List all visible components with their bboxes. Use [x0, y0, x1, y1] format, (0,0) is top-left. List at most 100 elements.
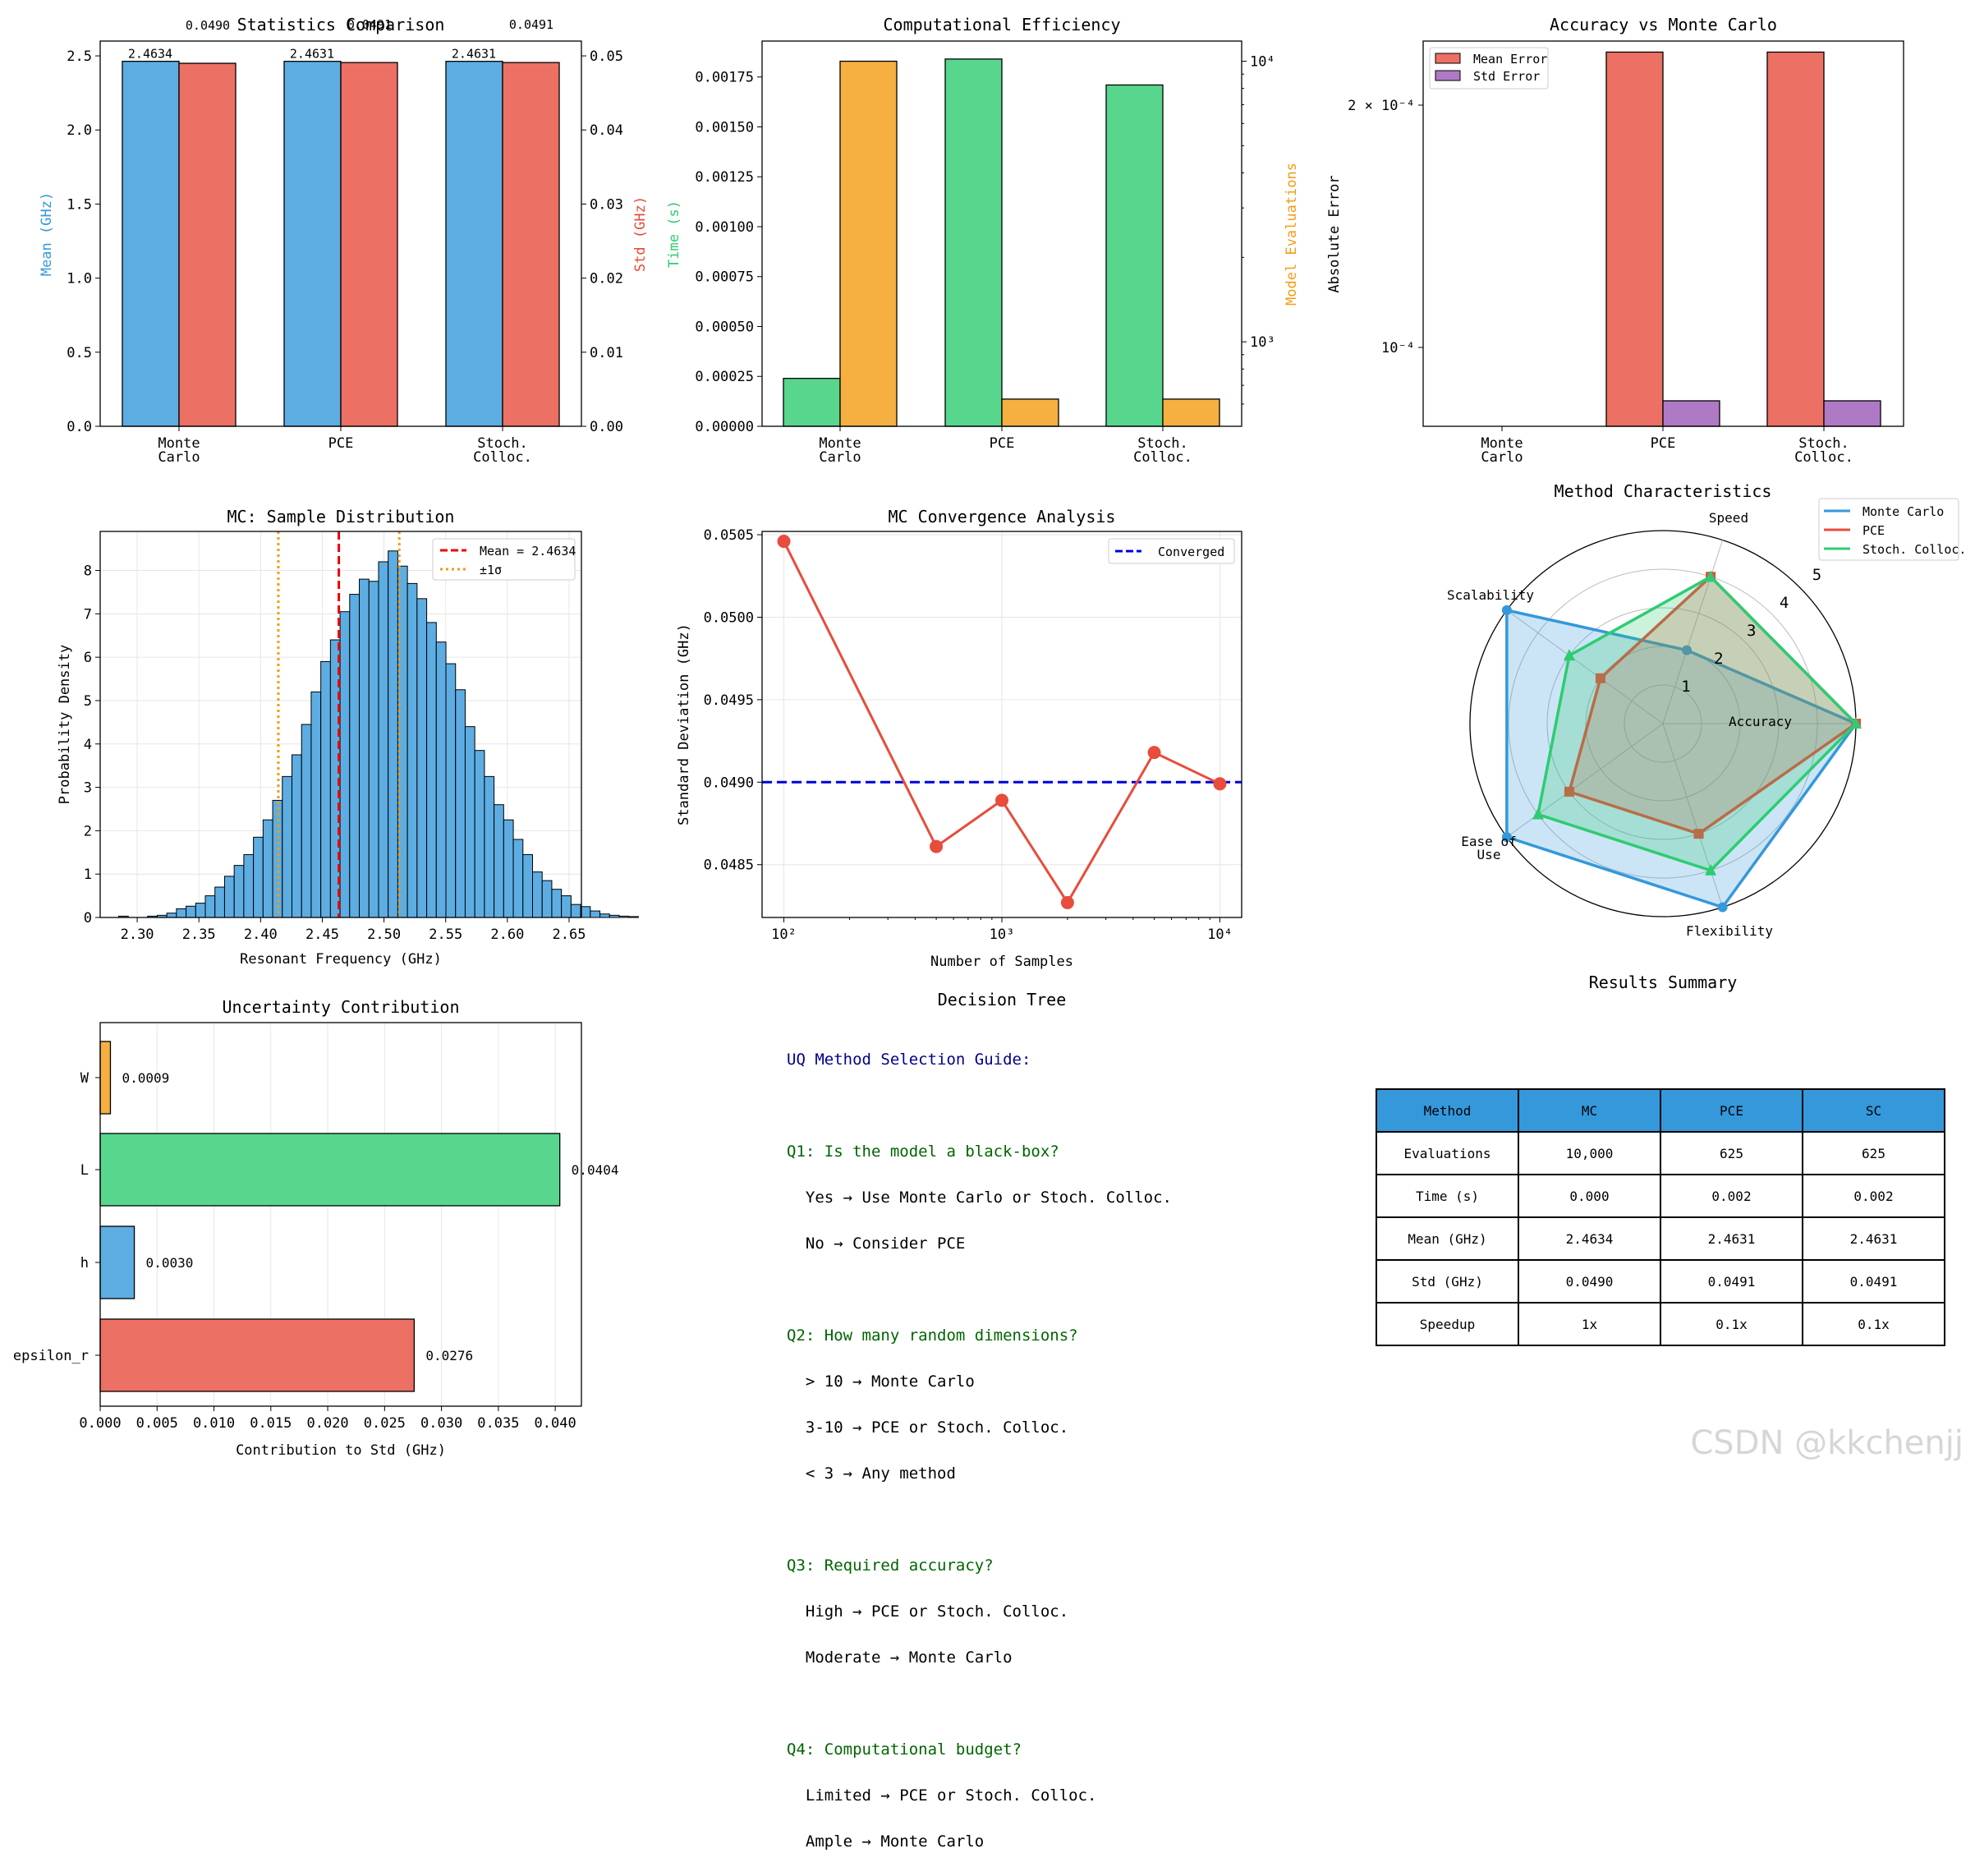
radar-marker — [1595, 673, 1605, 683]
guide-answer: High → PCE or Stoch. Colloc. — [787, 1602, 1069, 1621]
table-row: Evaluations 10,000 625 625 — [1376, 1131, 1945, 1175]
guide-question: Q1: Is the model a black-box? — [787, 1143, 1059, 1161]
radar-tick-label: 2 — [1714, 650, 1723, 668]
histogram-bar — [223, 876, 235, 918]
y2-axis-label: Std (GHz) — [632, 196, 649, 272]
x-tick-label: 2.55 — [429, 927, 462, 943]
std-error-bar — [1823, 400, 1881, 427]
histogram-bar — [416, 598, 428, 918]
mean-data-label: 2.4631 — [290, 47, 334, 62]
histogram-bar — [455, 689, 466, 918]
evaluations-bar — [1001, 398, 1059, 427]
std-error-bar — [1662, 400, 1720, 427]
chart-title: Accuracy vs Monte Carlo — [1550, 15, 1777, 34]
histogram-bar — [609, 914, 620, 918]
contribution-data-label: 0.0404 — [572, 1162, 619, 1178]
legend-label: Converged — [1158, 545, 1224, 559]
data-point — [995, 793, 1008, 807]
x-axis-label: Resonant Frequency (GHz) — [240, 951, 442, 968]
histogram-bar — [262, 819, 273, 918]
y-tick-label: 5 — [84, 693, 92, 710]
data-point — [1147, 746, 1161, 760]
radar-axis-label: Ease of Use — [1461, 834, 1516, 862]
std-data-label: 0.0491 — [347, 17, 392, 32]
y-tick-label: L — [80, 1162, 89, 1179]
x-tick-label: 0.040 — [535, 1415, 576, 1432]
radar-spoke — [1662, 723, 1724, 908]
table-cell: 0.000 — [1518, 1174, 1661, 1218]
table-cell: 0.0490 — [1518, 1259, 1661, 1304]
data-point — [1060, 895, 1074, 909]
histogram-bar — [464, 726, 475, 918]
histogram-bar — [195, 903, 206, 918]
x-tick-label: 0.000 — [79, 1415, 121, 1432]
radar-marker — [1705, 863, 1717, 876]
histogram-bar — [522, 853, 533, 918]
x-tick-label: Monte Carlo — [158, 435, 200, 466]
table-cell: Std (GHz) — [1376, 1259, 1519, 1304]
y-tick-label: 0.00000 — [695, 419, 754, 435]
histogram-bar — [590, 910, 601, 918]
guide-answer: Ample → Monte Carlo — [787, 1832, 985, 1851]
radar-tick-label: 3 — [1747, 622, 1756, 640]
table-cell: 0.1x — [1660, 1302, 1803, 1346]
convergence-line — [783, 540, 1221, 905]
radar-spoke — [1662, 540, 1724, 724]
y-tick-label: 0.0500 — [704, 609, 754, 626]
x-tick-label: 2.40 — [244, 927, 278, 943]
chart-title: Method Characteristics — [1555, 481, 1772, 501]
table-cell: 0.1x — [1802, 1302, 1945, 1346]
x-tick-label: 0.025 — [364, 1415, 406, 1432]
mean-data-label: 2.4631 — [452, 47, 496, 62]
chart-title: Statistics Comparison — [237, 15, 445, 34]
histogram-bar — [186, 905, 196, 918]
histogram-bar — [214, 886, 225, 918]
x-tick-label: Monte Carlo — [1481, 435, 1523, 466]
table-row: Speedup 1x 0.1x 0.1x — [1376, 1302, 1945, 1346]
table-cell: 625 — [1802, 1131, 1945, 1175]
guide-answer: Yes → Use Monte Carlo or Stoch. Colloc. — [787, 1189, 1172, 1207]
y-tick-label: 0.00050 — [695, 319, 754, 335]
x-tick-label: 0.015 — [250, 1415, 292, 1432]
x-tick-label: 0.005 — [136, 1415, 178, 1432]
contribution-data-label: 0.0276 — [425, 1348, 473, 1363]
contribution-data-label: 0.0009 — [122, 1070, 169, 1086]
evaluations-bar — [839, 60, 898, 427]
histogram-bar — [474, 750, 485, 918]
axes-frame — [99, 531, 582, 918]
x-tick-label: PCE — [1651, 435, 1676, 452]
mean-error-bar — [1766, 51, 1825, 427]
table-row: Mean (GHz) 2.4634 2.4631 2.4631 — [1376, 1216, 1945, 1261]
time-bar — [783, 378, 841, 427]
watermark: CSDN @kkchenjj — [1690, 1424, 1964, 1462]
legend-box — [432, 538, 576, 581]
x-tick-label: Stoch. Colloc. — [1794, 435, 1853, 466]
y-tick-label: epsilon_r — [13, 1348, 89, 1364]
y-axis-label: Standard Deviation (GHz) — [676, 623, 692, 825]
table-cell: 625 — [1660, 1131, 1803, 1175]
histogram-bar — [349, 594, 361, 918]
x-tick-label: 0.010 — [193, 1415, 235, 1432]
radar-spoke — [1506, 723, 1664, 838]
guide-question: Q4: Computational budget? — [787, 1740, 1022, 1759]
y-tick-label: 0.00025 — [695, 369, 754, 385]
histogram-bar — [368, 581, 379, 918]
histogram-bar — [580, 906, 591, 918]
y-tick-label: 0 — [84, 910, 92, 927]
std-bar — [178, 62, 237, 427]
y-tick-label: 0.01 — [590, 345, 623, 361]
radar-marker — [1693, 829, 1704, 839]
x-tick-label: 0.030 — [420, 1415, 462, 1432]
results-summary-title: Results Summary — [1589, 972, 1738, 992]
radar-marker — [1501, 605, 1512, 615]
std-data-label: 0.0491 — [509, 17, 553, 32]
std-bar — [340, 62, 398, 427]
x-tick-label: 10² — [771, 927, 797, 943]
chart-title: Computational Efficiency — [884, 15, 1121, 34]
table-cell: Time (s) — [1376, 1174, 1519, 1218]
guide-answer: < 3 → Any method — [787, 1464, 956, 1483]
y-tick-label: 1 — [84, 867, 92, 883]
y-tick-label: 0.0490 — [704, 775, 754, 791]
y-tick-label: 0.0505 — [704, 527, 754, 544]
